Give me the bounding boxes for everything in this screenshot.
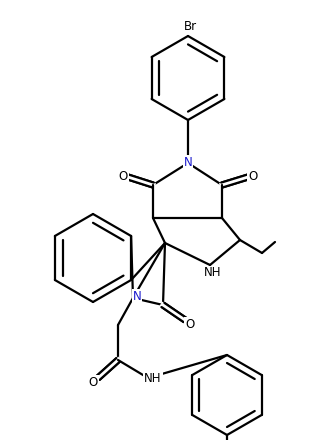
Text: O: O	[118, 170, 128, 183]
Text: NH: NH	[144, 373, 162, 385]
Text: NH: NH	[204, 267, 222, 279]
Text: O: O	[185, 318, 195, 330]
Text: Br: Br	[184, 19, 197, 33]
Text: N: N	[184, 155, 193, 169]
Text: N: N	[133, 290, 141, 302]
Text: O: O	[248, 170, 258, 183]
Text: O: O	[88, 375, 98, 389]
